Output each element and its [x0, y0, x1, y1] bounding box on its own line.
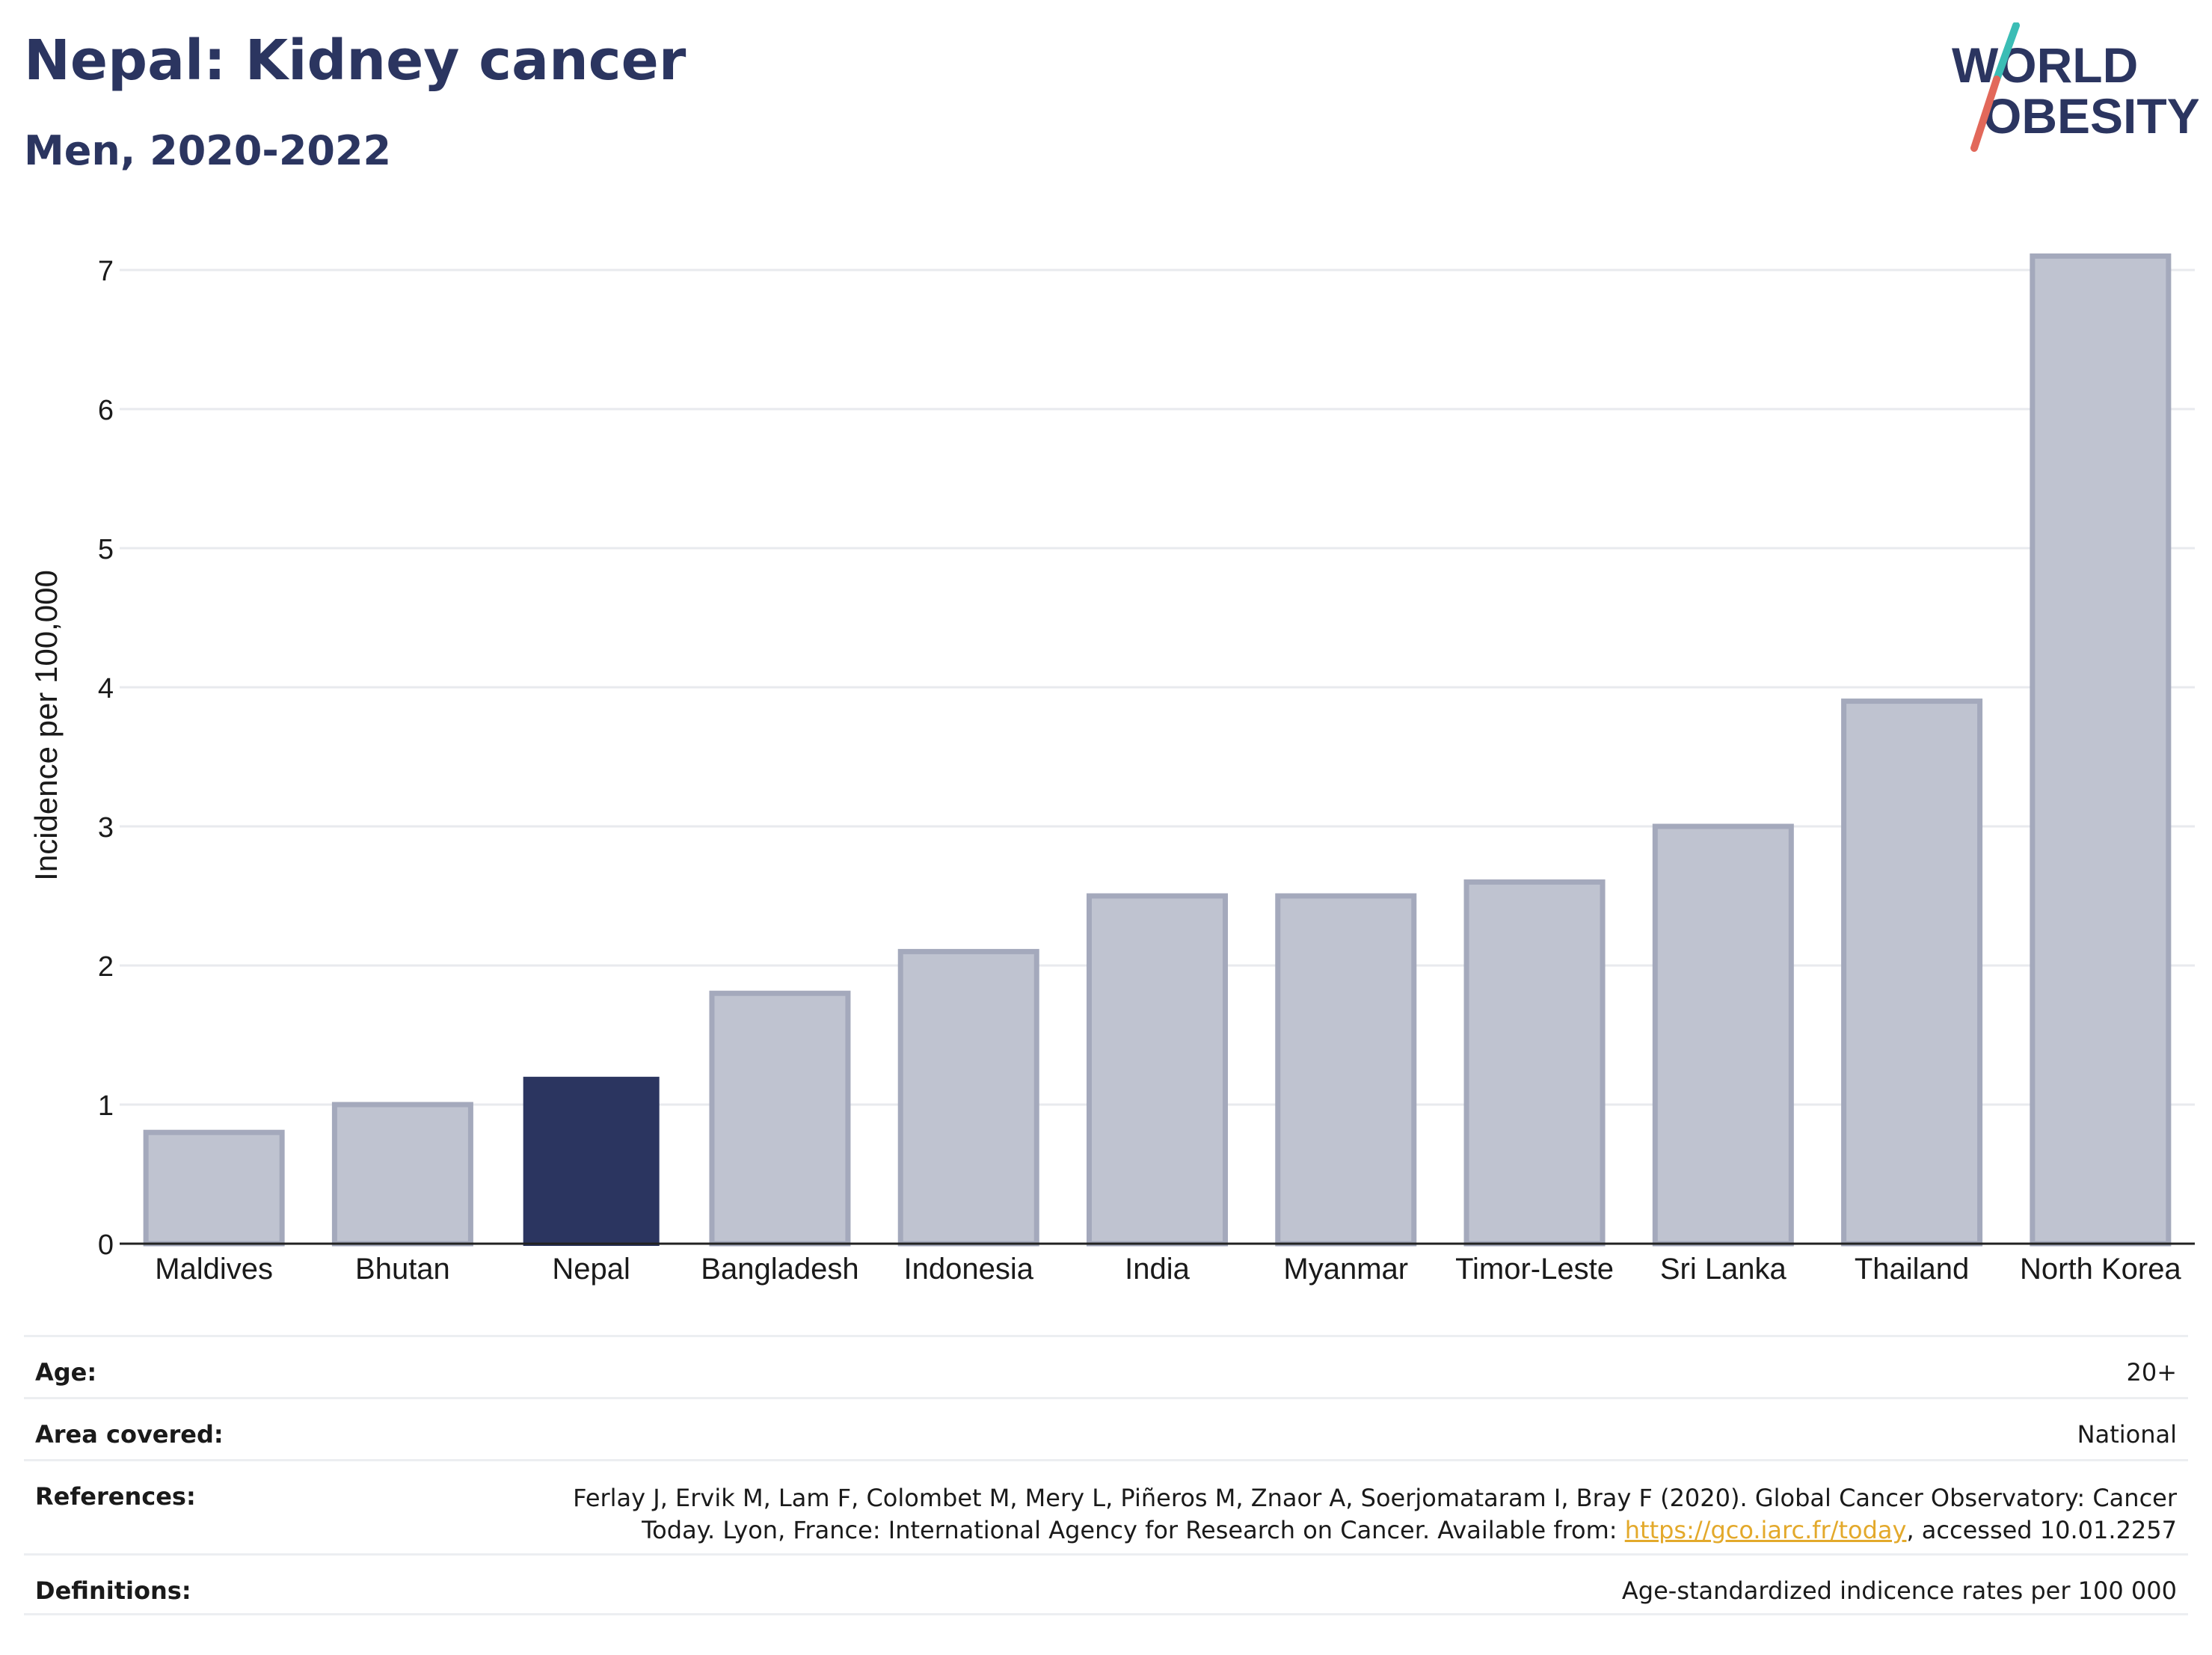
- x-tick-label: North Korea: [2020, 1253, 2181, 1286]
- bar: [1275, 893, 1417, 1247]
- bar: [331, 1102, 473, 1247]
- references-link[interactable]: https://gco.iarc.fr/today: [1624, 1516, 1907, 1544]
- age-label: Age:: [35, 1358, 97, 1387]
- bar-chart: 0 1 2 3 4 5 6 7 Maldives Bhutan Nepal Bangladesh In…: [28, 253, 2195, 1286]
- bar: [143, 1129, 285, 1247]
- bar: [1841, 698, 1983, 1247]
- references-line1: Ferlay J, Ervik M, Lam F, Colombet M, Me…: [573, 1484, 2177, 1512]
- definitions-label: Definitions:: [35, 1576, 191, 1605]
- y-tick-label: 5: [98, 534, 114, 565]
- bars: [143, 253, 2172, 1247]
- x-tick-label: Maldives: [155, 1253, 273, 1286]
- bar: [2030, 253, 2172, 1247]
- y-tick-label: 1: [98, 1090, 114, 1122]
- y-tick-label: 6: [98, 395, 114, 426]
- info-row-references: References: Ferlay J, Ervik M, Lam F, Co…: [24, 1459, 2188, 1553]
- x-tick-label: Bangladesh: [701, 1253, 858, 1286]
- logo-line1: WORLD: [1952, 37, 2138, 93]
- x-tick-label: Indonesia: [903, 1253, 1033, 1286]
- bar: [709, 990, 851, 1247]
- chart-subtitle: Men, 2020-2022: [24, 127, 392, 174]
- info-table: Age: 20+ Area covered: National Referenc…: [24, 1335, 2188, 1615]
- x-tick-label: Sri Lanka: [1660, 1253, 1787, 1286]
- x-axis-labels: Maldives Bhutan Nepal Bangladesh Indonesia In…: [155, 1253, 2181, 1286]
- y-tick-label: 7: [98, 256, 114, 287]
- info-row-area: Area covered: National: [24, 1397, 2188, 1459]
- x-tick-label: Thailand: [1855, 1253, 1969, 1286]
- age-value: 20+: [2126, 1358, 2177, 1387]
- x-tick-label: Bhutan: [355, 1253, 450, 1286]
- x-tick-label: Myanmar: [1283, 1253, 1408, 1286]
- info-row-definitions: Definitions: Age-standardized indicence …: [24, 1553, 2188, 1615]
- y-axis-ticks: 0 1 2 3 4 5 6 7: [98, 256, 114, 1261]
- references-line2-pre: Today. Lyon, France: International Agenc…: [642, 1516, 1625, 1544]
- bar: [523, 1076, 660, 1246]
- x-tick-label: Nepal: [552, 1253, 630, 1286]
- references-line2-post: , accessed 10.01.2257: [1906, 1516, 2177, 1544]
- y-tick-label: 4: [98, 673, 114, 704]
- x-tick-label: India: [1125, 1253, 1190, 1286]
- chart-title: Nepal: Kidney cancer: [24, 28, 686, 93]
- references-value: Ferlay J, Ervik M, Lam F, Colombet M, Me…: [573, 1482, 2177, 1547]
- logo-slash-teal: [1993, 22, 2020, 83]
- area-value: National: [2077, 1420, 2177, 1449]
- references-label: References:: [35, 1482, 196, 1511]
- area-label: Area covered:: [35, 1420, 224, 1449]
- world-obesity-logo: WORLD OBESITY: [1952, 22, 2199, 152]
- bar: [1652, 823, 1794, 1247]
- y-tick-label: 2: [98, 951, 114, 983]
- y-tick-label: 0: [98, 1229, 114, 1261]
- bar: [1087, 893, 1228, 1247]
- y-axis-label: Incidence per 100,000: [28, 570, 64, 881]
- bar: [897, 948, 1039, 1247]
- y-tick-label: 3: [98, 812, 114, 844]
- info-row-age: Age: 20+: [24, 1335, 2188, 1397]
- logo-slash-coral: [1970, 76, 2000, 152]
- x-tick-label: Timor-Leste: [1455, 1253, 1614, 1286]
- definitions-value: Age-standardized indicence rates per 100…: [1621, 1576, 2177, 1605]
- bar: [1463, 879, 1606, 1247]
- logo-line2: OBESITY: [1983, 88, 2199, 144]
